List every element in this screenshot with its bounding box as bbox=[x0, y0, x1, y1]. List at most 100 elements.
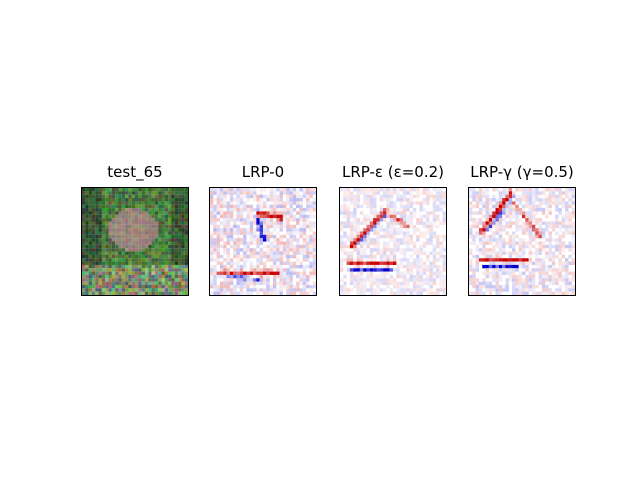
pixel bbox=[402, 208, 407, 212]
pixel bbox=[522, 278, 526, 282]
pixel bbox=[95, 244, 99, 249]
pixel bbox=[409, 274, 413, 279]
pixel bbox=[363, 188, 367, 192]
pixel bbox=[346, 254, 351, 259]
pixel bbox=[548, 231, 552, 235]
pixel bbox=[216, 204, 221, 209]
pixel bbox=[184, 268, 188, 272]
pixel bbox=[158, 244, 162, 249]
pixel bbox=[286, 284, 290, 289]
pixel bbox=[91, 274, 96, 279]
pixel bbox=[282, 278, 287, 282]
pixel bbox=[302, 284, 307, 289]
pixel bbox=[531, 198, 536, 202]
pixel bbox=[121, 231, 126, 235]
pixel bbox=[399, 261, 404, 265]
pixel bbox=[98, 248, 102, 252]
pixel bbox=[409, 198, 413, 202]
pixel bbox=[178, 214, 182, 219]
pixel bbox=[528, 231, 533, 235]
pixel bbox=[105, 228, 109, 232]
pixel bbox=[210, 274, 214, 279]
pixel bbox=[148, 271, 152, 276]
pixel bbox=[128, 198, 132, 202]
pixel bbox=[181, 204, 185, 209]
pixel bbox=[219, 288, 224, 292]
pixel bbox=[282, 251, 287, 255]
pixel bbox=[383, 234, 387, 239]
pixel bbox=[256, 271, 260, 276]
pixel bbox=[393, 244, 397, 249]
pixel bbox=[256, 198, 260, 202]
pixel bbox=[389, 201, 394, 205]
pixel bbox=[154, 244, 159, 249]
pixel bbox=[555, 244, 559, 249]
pixel bbox=[346, 188, 351, 192]
pixel bbox=[246, 218, 250, 222]
pixel bbox=[416, 194, 420, 199]
pixel bbox=[343, 201, 347, 205]
pixel bbox=[312, 234, 316, 239]
pixel bbox=[229, 288, 234, 292]
pixel bbox=[168, 254, 172, 259]
pixel bbox=[478, 188, 483, 192]
pixel bbox=[515, 274, 519, 279]
pixel bbox=[181, 248, 185, 252]
pixel bbox=[266, 284, 270, 289]
pixel bbox=[82, 241, 86, 245]
pixel bbox=[353, 244, 357, 249]
pixel bbox=[512, 238, 516, 242]
pixel bbox=[213, 288, 217, 292]
pixel bbox=[492, 261, 496, 265]
pixel bbox=[91, 268, 96, 272]
pixel bbox=[118, 204, 122, 209]
pixel bbox=[108, 271, 112, 276]
pixel bbox=[528, 254, 533, 259]
pixel bbox=[223, 271, 227, 276]
pixel bbox=[399, 214, 404, 219]
pixel bbox=[495, 244, 499, 249]
pixel bbox=[312, 241, 316, 245]
pixel bbox=[125, 284, 129, 289]
pixel bbox=[555, 278, 559, 282]
pixel bbox=[249, 221, 254, 225]
pixel bbox=[383, 288, 387, 292]
pixel bbox=[396, 258, 400, 262]
pixel bbox=[502, 251, 506, 255]
pixel bbox=[356, 201, 360, 205]
pixel bbox=[154, 218, 159, 222]
pixel bbox=[363, 214, 367, 219]
pixel bbox=[571, 241, 575, 245]
pixel bbox=[219, 238, 224, 242]
pixel bbox=[565, 211, 569, 215]
pixel bbox=[131, 291, 136, 295]
pixel bbox=[485, 218, 489, 222]
pixel bbox=[108, 231, 112, 235]
pixel bbox=[485, 254, 489, 259]
pixel bbox=[393, 231, 397, 235]
pixel bbox=[565, 258, 569, 262]
pixel bbox=[141, 234, 146, 239]
pixel bbox=[223, 231, 227, 235]
pixel bbox=[111, 201, 116, 205]
pixel bbox=[95, 271, 99, 276]
pixel bbox=[518, 224, 523, 229]
pixel bbox=[515, 288, 519, 292]
pixel bbox=[302, 254, 307, 259]
pixel bbox=[151, 278, 155, 282]
pixel bbox=[292, 208, 297, 212]
pixel bbox=[269, 198, 274, 202]
pixel bbox=[181, 244, 185, 249]
pixel bbox=[158, 258, 162, 262]
pixel bbox=[243, 238, 247, 242]
pixel bbox=[383, 271, 387, 276]
pixel bbox=[91, 248, 96, 252]
pixel bbox=[121, 278, 126, 282]
pixel bbox=[141, 248, 146, 252]
pixel bbox=[148, 198, 152, 202]
pixel bbox=[409, 194, 413, 199]
pixel bbox=[571, 234, 575, 239]
pixel bbox=[359, 258, 364, 262]
pixel bbox=[219, 281, 224, 286]
pixel bbox=[213, 211, 217, 215]
